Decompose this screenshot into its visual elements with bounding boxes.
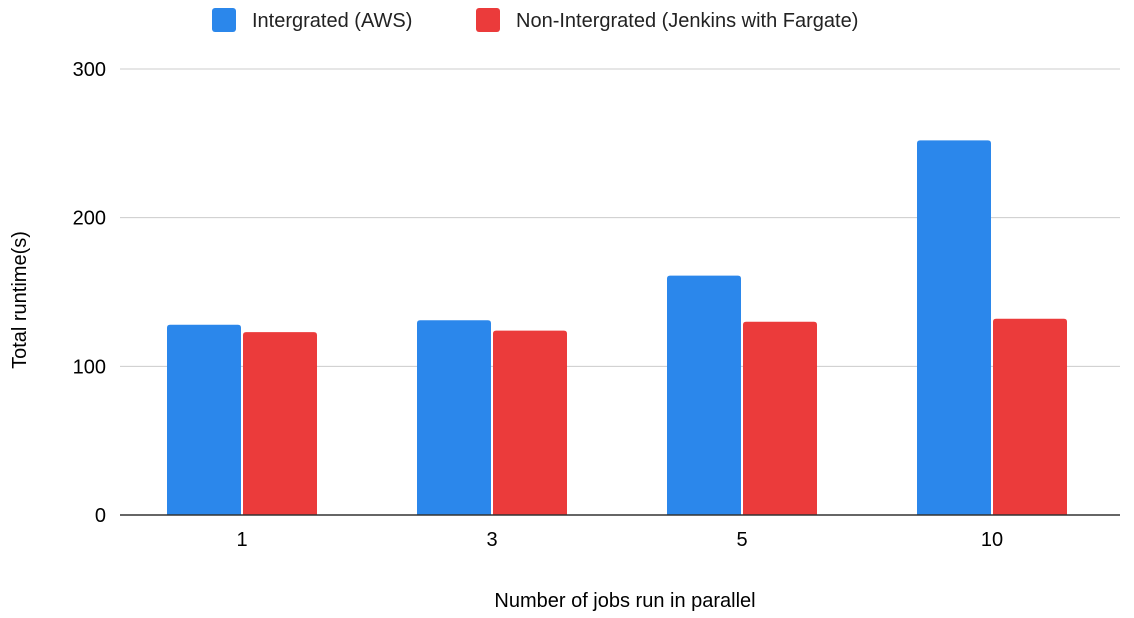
y-tick-label: 0	[95, 505, 106, 527]
bars	[167, 140, 1067, 516]
bar-intergrated-5	[667, 275, 741, 515]
x-axis-title: Number of jobs run in parallel	[494, 590, 755, 612]
bar-intergrated-3	[417, 320, 491, 515]
y-tick-label: 100	[73, 356, 106, 378]
y-axis-title: Total runtime(s)	[9, 231, 31, 369]
legend-item: Non-Intergrated (Jenkins with Fargate)	[476, 8, 858, 32]
bar-non-intergrated-10	[993, 318, 1067, 515]
y-tick-label: 300	[73, 59, 106, 81]
legend-label: Non-Intergrated (Jenkins with Fargate)	[516, 10, 858, 32]
bar-non-intergrated-1	[243, 332, 317, 515]
bar-non-intergrated-5	[743, 321, 817, 515]
y-tick-label: 200	[73, 208, 106, 230]
legend-label: Intergrated (AWS)	[252, 10, 412, 32]
x-tick-label: 5	[736, 529, 747, 551]
bar-intergrated-10	[917, 140, 991, 516]
x-tick-label: 3	[486, 529, 497, 551]
x-tick-label: 10	[981, 529, 1003, 551]
bar-intergrated-1	[167, 324, 241, 515]
x-tick-label: 1	[236, 529, 247, 551]
legend-swatch	[212, 8, 236, 32]
legend: Intergrated (AWS) Non-Intergrated (Jenkin…	[212, 8, 858, 32]
bar-non-intergrated-3	[493, 330, 567, 515]
legend-item: Intergrated (AWS)	[212, 8, 412, 32]
y-axis-ticks: 0 100 200 300	[73, 59, 106, 527]
legend-swatch	[476, 8, 500, 32]
x-axis-ticks: 1 3 5 10	[236, 529, 1003, 551]
